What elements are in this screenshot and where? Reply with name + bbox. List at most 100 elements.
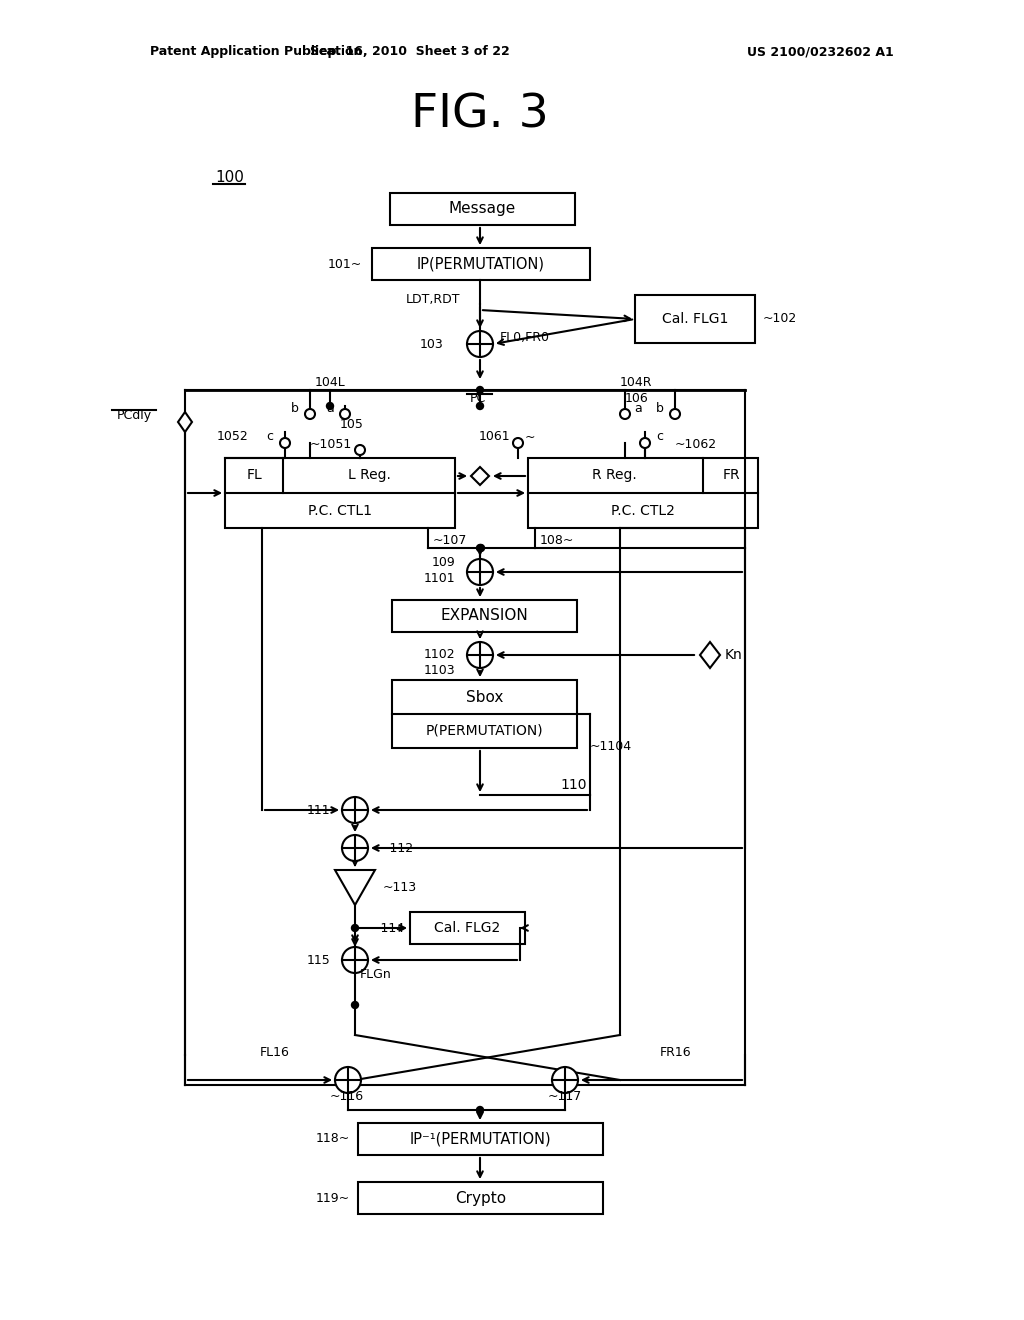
Circle shape (467, 558, 493, 585)
Circle shape (477, 544, 484, 552)
Circle shape (476, 1106, 483, 1114)
Text: 104L: 104L (314, 376, 345, 389)
Circle shape (280, 438, 290, 447)
Circle shape (476, 544, 483, 552)
Circle shape (552, 1067, 578, 1093)
Text: P.C. CTL2: P.C. CTL2 (611, 504, 675, 517)
Polygon shape (335, 870, 375, 906)
Text: 1061: 1061 (478, 430, 510, 444)
Text: Cal. FLG1: Cal. FLG1 (662, 312, 728, 326)
Text: b: b (291, 401, 299, 414)
FancyBboxPatch shape (358, 1181, 603, 1214)
Text: a: a (634, 401, 642, 414)
FancyBboxPatch shape (528, 458, 758, 528)
Text: 1052: 1052 (216, 430, 248, 444)
Polygon shape (178, 412, 193, 432)
Text: ~1051: ~1051 (310, 438, 352, 451)
Circle shape (476, 387, 483, 393)
Text: 101~: 101~ (328, 257, 362, 271)
Text: Patent Application Publication: Patent Application Publication (150, 45, 362, 58)
Text: IP(PERMUTATION): IP(PERMUTATION) (417, 256, 545, 272)
Text: PC: PC (470, 392, 486, 405)
Text: c: c (656, 430, 664, 444)
Circle shape (351, 924, 358, 932)
Circle shape (670, 409, 680, 418)
Text: P(PERMUTATION): P(PERMUTATION) (426, 723, 544, 738)
Text: a: a (326, 401, 334, 414)
Text: ~113: ~113 (383, 880, 417, 894)
Text: 1102: 1102 (423, 648, 455, 661)
Text: ~: ~ (525, 430, 536, 444)
FancyBboxPatch shape (390, 193, 575, 224)
FancyBboxPatch shape (225, 458, 455, 528)
FancyBboxPatch shape (635, 294, 755, 343)
FancyBboxPatch shape (392, 680, 577, 748)
Text: PCdly: PCdly (117, 408, 152, 421)
Circle shape (305, 409, 315, 418)
Circle shape (327, 403, 334, 409)
Text: 104R: 104R (620, 376, 652, 389)
Text: R Reg.: R Reg. (592, 469, 636, 482)
Text: ~102: ~102 (763, 313, 798, 326)
Circle shape (476, 403, 483, 409)
Circle shape (342, 946, 368, 973)
Text: FR16: FR16 (660, 1045, 691, 1059)
Text: 111: 111 (306, 804, 330, 817)
Circle shape (640, 438, 650, 447)
Text: FL0,FR0: FL0,FR0 (500, 331, 550, 345)
Circle shape (351, 1002, 358, 1008)
Text: FL: FL (246, 469, 262, 482)
Text: ~114: ~114 (371, 921, 406, 935)
Text: Kn: Kn (725, 648, 742, 663)
Text: Sep. 16, 2010  Sheet 3 of 22: Sep. 16, 2010 Sheet 3 of 22 (310, 45, 510, 58)
FancyBboxPatch shape (372, 248, 590, 280)
Text: 119~: 119~ (315, 1192, 350, 1204)
Text: ~117: ~117 (548, 1090, 583, 1104)
Text: 100: 100 (215, 170, 244, 186)
Text: Crypto: Crypto (455, 1191, 506, 1205)
Text: 105: 105 (340, 418, 364, 432)
Polygon shape (700, 642, 720, 668)
Text: FR: FR (722, 469, 739, 482)
Text: 115: 115 (306, 953, 330, 966)
Text: ~1062: ~1062 (675, 438, 717, 451)
Circle shape (467, 331, 493, 356)
Text: P.C. CTL1: P.C. CTL1 (308, 504, 372, 517)
Text: Message: Message (449, 202, 516, 216)
FancyBboxPatch shape (410, 912, 525, 944)
Circle shape (340, 409, 350, 418)
Text: 103: 103 (419, 338, 443, 351)
Text: 106: 106 (625, 392, 649, 405)
Circle shape (467, 642, 493, 668)
Text: c: c (266, 430, 273, 444)
FancyBboxPatch shape (392, 601, 577, 632)
Text: US 2100/0232602 A1: US 2100/0232602 A1 (746, 45, 893, 58)
Text: 110: 110 (560, 777, 587, 792)
Text: ~116: ~116 (330, 1090, 365, 1104)
Text: 1103: 1103 (423, 664, 455, 676)
Text: FIG. 3: FIG. 3 (411, 92, 549, 137)
Circle shape (355, 445, 365, 455)
Text: ~112: ~112 (380, 842, 414, 854)
Text: 109: 109 (431, 556, 455, 569)
Text: 1101: 1101 (423, 572, 455, 585)
FancyBboxPatch shape (358, 1123, 603, 1155)
Circle shape (335, 1067, 361, 1093)
Text: LDT,RDT: LDT,RDT (406, 293, 460, 306)
Text: L Reg.: L Reg. (347, 469, 390, 482)
Text: Cal. FLG2: Cal. FLG2 (434, 921, 501, 935)
Circle shape (342, 797, 368, 822)
Circle shape (620, 409, 630, 418)
Text: 118~: 118~ (315, 1133, 350, 1146)
Text: 108~: 108~ (540, 533, 574, 546)
Text: FL16: FL16 (260, 1045, 290, 1059)
Text: IP⁻¹(PERMUTATION): IP⁻¹(PERMUTATION) (410, 1131, 551, 1147)
Text: b: b (656, 401, 664, 414)
Circle shape (513, 438, 523, 447)
Polygon shape (471, 467, 489, 484)
Text: ~107: ~107 (433, 533, 467, 546)
Text: Sbox: Sbox (466, 689, 503, 705)
Circle shape (342, 836, 368, 861)
Text: ~1104: ~1104 (590, 741, 632, 754)
Text: FLGn: FLGn (360, 969, 392, 982)
